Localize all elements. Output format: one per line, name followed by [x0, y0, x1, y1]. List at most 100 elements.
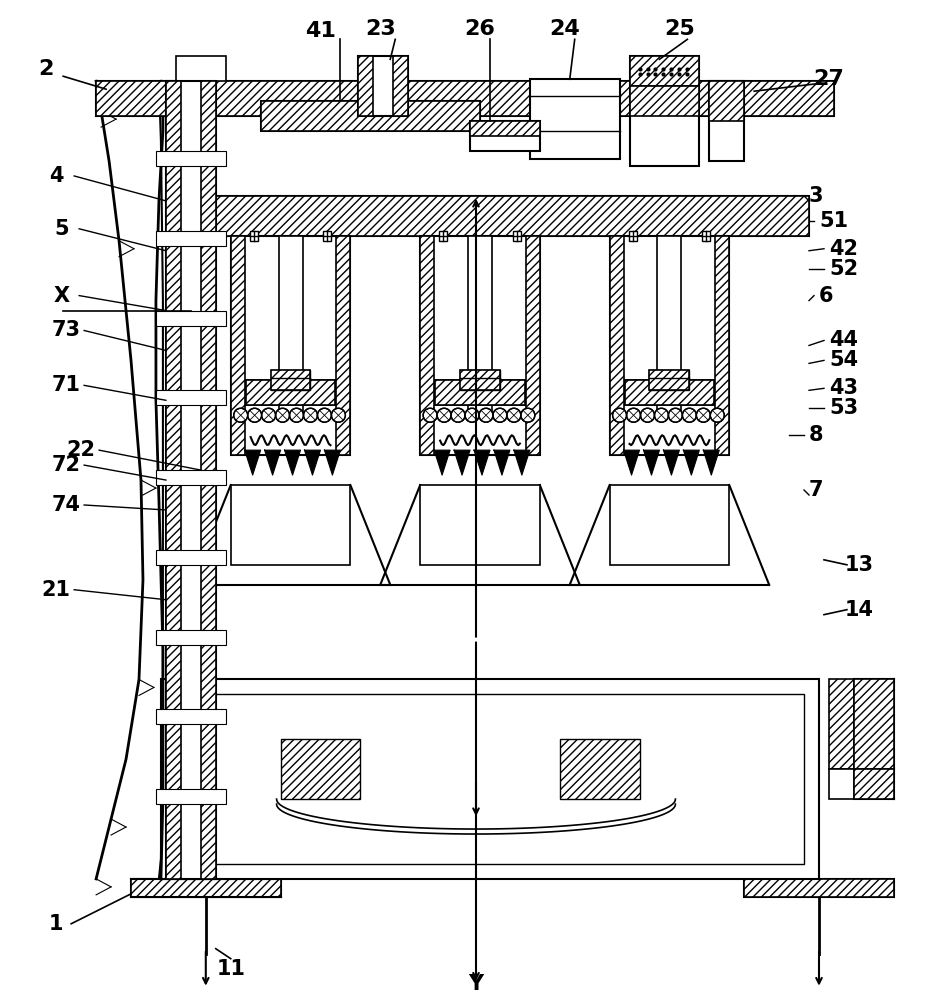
- Bar: [156, 630, 226, 645]
- Bar: [166, 81, 215, 879]
- Circle shape: [667, 408, 682, 422]
- Text: 6: 6: [818, 286, 833, 306]
- Text: 27: 27: [813, 69, 843, 89]
- Text: 73: 73: [51, 320, 81, 340]
- Text: 11: 11: [216, 959, 245, 979]
- Circle shape: [233, 408, 248, 422]
- Bar: [853, 679, 893, 769]
- Circle shape: [423, 408, 437, 422]
- Bar: [629, 86, 699, 116]
- Text: Y: Y: [468, 974, 483, 994]
- Bar: [628, 231, 636, 241]
- Circle shape: [654, 408, 667, 422]
- Bar: [744, 879, 893, 897]
- Bar: [336, 236, 350, 455]
- Circle shape: [709, 408, 724, 422]
- Text: 43: 43: [828, 378, 857, 398]
- Text: 21: 21: [42, 580, 70, 600]
- Circle shape: [521, 408, 534, 422]
- Bar: [280, 739, 360, 799]
- Circle shape: [492, 408, 506, 422]
- Polygon shape: [663, 450, 679, 475]
- Bar: [624, 380, 714, 405]
- Text: 53: 53: [828, 398, 857, 418]
- Text: 13: 13: [843, 555, 872, 575]
- Circle shape: [262, 408, 275, 422]
- Text: 22: 22: [67, 440, 95, 460]
- Circle shape: [437, 408, 450, 422]
- Bar: [96, 81, 833, 116]
- Bar: [358, 56, 407, 116]
- Bar: [230, 485, 350, 565]
- Text: 4: 4: [49, 166, 64, 186]
- Bar: [260, 101, 480, 131]
- Circle shape: [465, 408, 479, 422]
- Bar: [156, 390, 226, 405]
- Bar: [156, 470, 226, 485]
- Bar: [629, 56, 699, 86]
- Bar: [166, 81, 181, 879]
- Bar: [230, 236, 350, 455]
- Bar: [260, 101, 480, 131]
- Bar: [624, 380, 714, 405]
- Text: 14: 14: [843, 600, 872, 620]
- Bar: [161, 679, 818, 879]
- Bar: [176, 56, 226, 86]
- Bar: [744, 879, 893, 897]
- Polygon shape: [623, 450, 639, 475]
- Text: 25: 25: [664, 19, 694, 39]
- Circle shape: [696, 408, 709, 422]
- Bar: [435, 380, 525, 405]
- Bar: [249, 231, 257, 241]
- Polygon shape: [453, 450, 469, 475]
- Circle shape: [248, 408, 262, 422]
- Bar: [176, 694, 803, 864]
- Text: X: X: [53, 286, 69, 306]
- Bar: [130, 879, 280, 897]
- Circle shape: [506, 408, 521, 422]
- Bar: [469, 121, 539, 136]
- Bar: [435, 380, 525, 405]
- Circle shape: [612, 408, 625, 422]
- Bar: [649, 370, 688, 390]
- Bar: [559, 739, 639, 799]
- Bar: [702, 231, 709, 241]
- Text: 72: 72: [51, 455, 81, 475]
- Polygon shape: [324, 450, 340, 475]
- Bar: [156, 789, 226, 804]
- Polygon shape: [703, 450, 719, 475]
- Polygon shape: [493, 450, 509, 475]
- Polygon shape: [513, 450, 529, 475]
- Bar: [853, 769, 893, 799]
- Text: 74: 74: [51, 495, 81, 515]
- Bar: [96, 81, 833, 116]
- Bar: [156, 311, 226, 326]
- Bar: [323, 231, 331, 241]
- Bar: [358, 56, 373, 116]
- Text: 42: 42: [828, 239, 857, 259]
- Polygon shape: [683, 450, 699, 475]
- Bar: [130, 879, 280, 897]
- Polygon shape: [265, 450, 280, 475]
- Bar: [609, 485, 728, 565]
- Bar: [156, 151, 226, 166]
- Bar: [190, 196, 808, 236]
- Bar: [715, 236, 728, 455]
- Bar: [828, 769, 853, 799]
- Text: 24: 24: [548, 19, 580, 39]
- Text: 44: 44: [828, 330, 857, 350]
- Bar: [420, 236, 539, 455]
- Bar: [529, 79, 619, 159]
- Bar: [278, 236, 302, 415]
- Bar: [156, 550, 226, 565]
- Bar: [246, 380, 335, 405]
- Text: 41: 41: [305, 21, 335, 41]
- Bar: [512, 231, 521, 241]
- Bar: [467, 236, 491, 415]
- Bar: [270, 370, 310, 390]
- Circle shape: [331, 408, 345, 422]
- Bar: [270, 370, 310, 390]
- Polygon shape: [434, 450, 449, 475]
- Bar: [201, 81, 215, 879]
- Bar: [393, 56, 407, 116]
